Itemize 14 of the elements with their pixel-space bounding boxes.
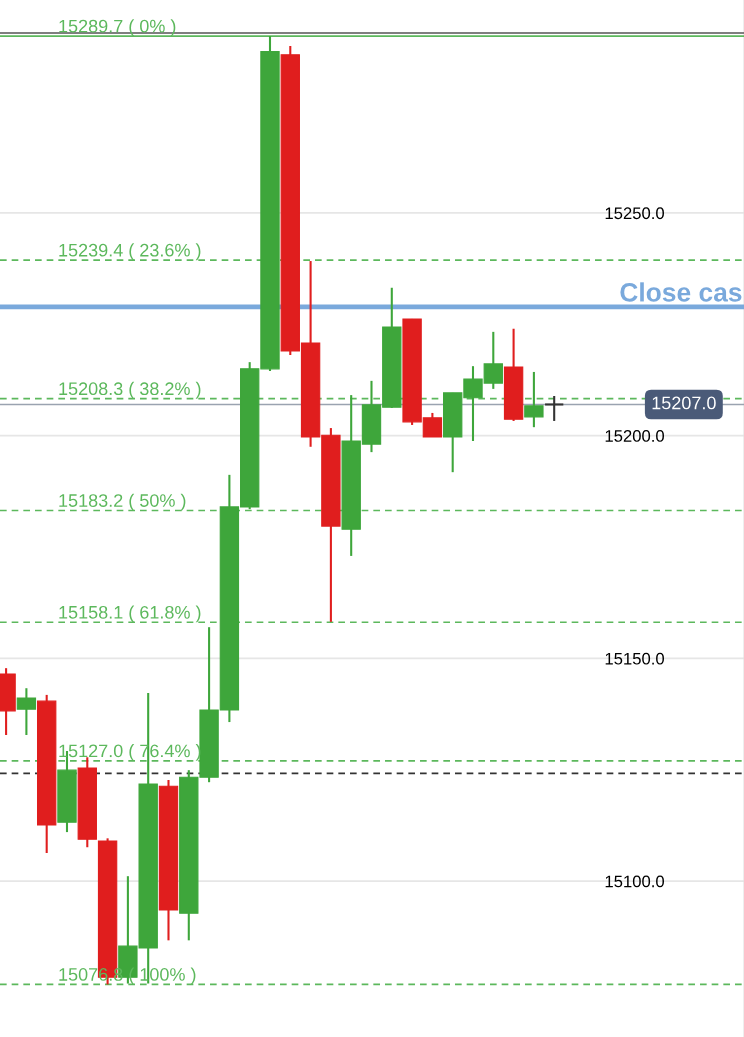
ref-line-label: Close cas	[620, 282, 742, 302]
ref-line-label: 15239.4 ( 23.6% )	[59, 243, 201, 261]
candlestick	[524, 370, 544, 429]
ref-line-label: 15289.7 ( 0% )	[59, 19, 176, 37]
ref-line-label: 15207.0	[652, 396, 716, 410]
ref-line-label: 15208.3 ( 38.2% )	[59, 381, 201, 399]
y-tick-label: 15150.0	[605, 652, 665, 665]
y-tick-label: 15200.0	[605, 430, 665, 442]
candlestick	[16, 687, 37, 737]
ref-line-label: 15158.1 ( 61.8% )	[59, 605, 201, 623]
y-tick-label: 15100.0	[605, 875, 665, 888]
ref-line-label: 15183.2 ( 50% )	[59, 493, 186, 511]
candlestick	[544, 394, 565, 422]
y-tick-label: 15250.0	[605, 207, 665, 220]
